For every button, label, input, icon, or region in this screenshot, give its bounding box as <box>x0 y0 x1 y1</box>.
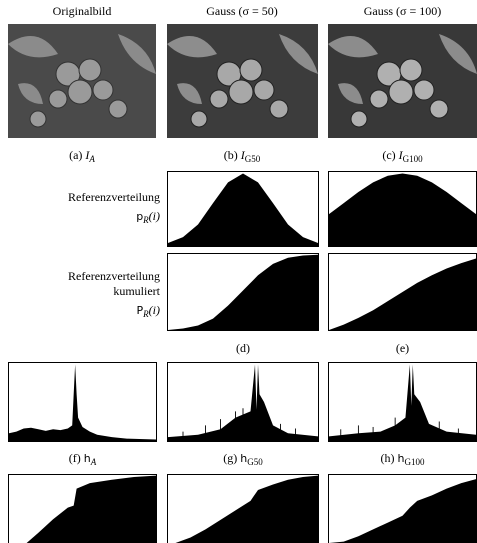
caption-letter: (f) <box>69 451 81 465</box>
caption-subscript: G50 <box>247 457 263 467</box>
image-caption: (c) IG100 <box>328 148 477 164</box>
plot-caption: (e) <box>328 341 477 356</box>
label-symbol: pR(i) <box>0 209 160 228</box>
cumulative-histogram <box>8 474 157 543</box>
histogram <box>167 362 319 442</box>
label-symbol: PR(i) <box>0 303 160 322</box>
caption-subscript: A <box>91 457 97 467</box>
caption-subscript: G100 <box>403 154 423 164</box>
column-title: Gauss (σ = 100) <box>328 4 477 19</box>
label-text: Referenzverteilung <box>0 190 160 205</box>
caption-letter: (b) <box>224 148 238 162</box>
caption-subscript: G100 <box>404 457 424 467</box>
cumulative-label: Referenzverteilung kumuliert PR(i) <box>0 269 160 322</box>
argument: (i) <box>149 303 160 317</box>
histogram <box>8 362 157 442</box>
photo <box>8 24 156 138</box>
histogram-caption: (f) hA <box>8 451 157 467</box>
column-title: Gauss (σ = 50) <box>167 4 317 19</box>
caption-letter: (c) <box>382 148 395 162</box>
cumulative-plot <box>328 253 477 331</box>
density-label: Referenzverteilung pR(i) <box>0 190 160 228</box>
argument: (i) <box>149 209 160 223</box>
histogram-caption: (h) hG100 <box>328 451 477 467</box>
caption-subscript: A <box>89 154 95 164</box>
label-text: Referenzverteilung <box>0 269 160 284</box>
caption-symbol: h <box>84 452 91 465</box>
caption-subscript: G50 <box>245 154 261 164</box>
histogram <box>328 362 477 442</box>
cumulative-plot <box>167 253 319 331</box>
caption-letter: (g) <box>223 451 237 465</box>
caption-letter: (a) <box>69 148 82 162</box>
density-plot <box>167 171 319 247</box>
density-plot <box>328 171 477 247</box>
histogram-caption: (g) hG50 <box>167 451 319 467</box>
plot-caption: (d) <box>167 341 319 356</box>
photo <box>328 24 477 138</box>
photo <box>167 24 318 138</box>
label-text: kumuliert <box>0 284 160 299</box>
image-caption: (b) IG50 <box>167 148 317 164</box>
cumulative-histogram <box>167 474 319 543</box>
cumulative-histogram <box>328 474 477 543</box>
column-title: Originalbild <box>8 4 156 19</box>
caption-letter: (h) <box>381 451 395 465</box>
page: Originalbild Gauss (σ = 50) Gauss (σ = 1… <box>0 0 477 543</box>
image-caption: (a) IA <box>8 148 156 164</box>
